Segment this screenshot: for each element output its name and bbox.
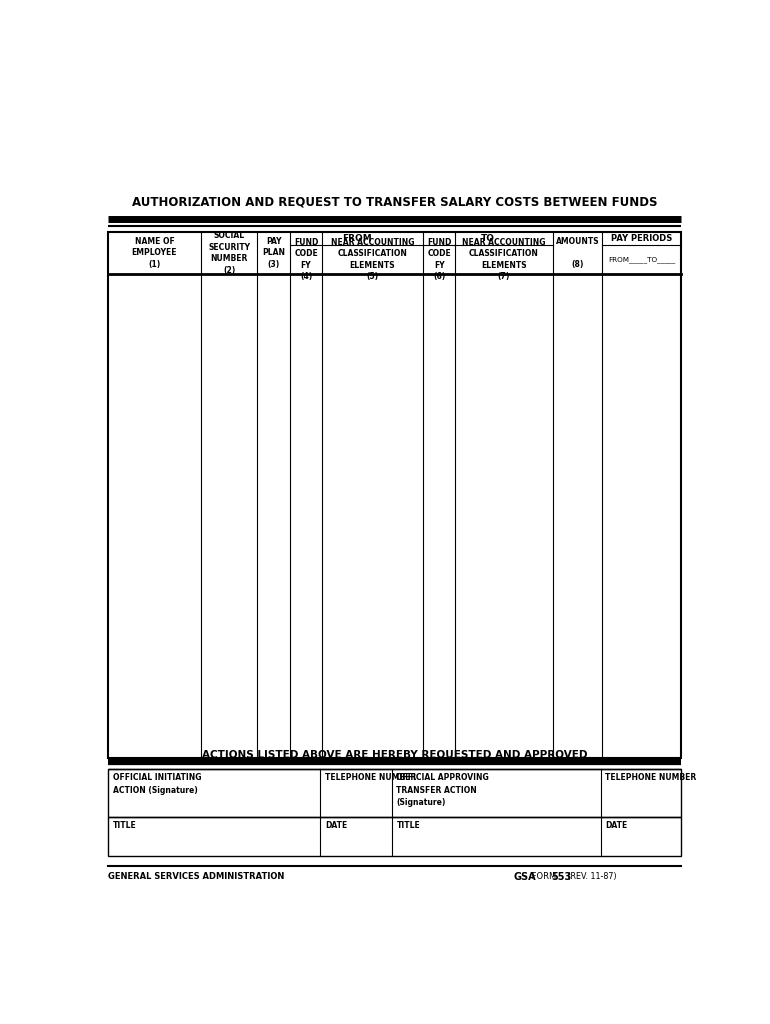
Text: FROM_____TO_____: FROM_____TO_____ bbox=[608, 256, 675, 263]
Text: 553: 553 bbox=[551, 871, 571, 882]
Text: FUND
CODE
FY
(6): FUND CODE FY (6) bbox=[427, 238, 451, 282]
Text: TO: TO bbox=[481, 233, 495, 243]
Bar bbox=[108, 769, 681, 817]
Text: TITLE: TITLE bbox=[113, 821, 137, 830]
Text: FUND
CODE
FY
(4): FUND CODE FY (4) bbox=[294, 238, 318, 282]
Text: AUTHORIZATION AND REQUEST TO TRANSFER SALARY COSTS BETWEEN FUNDS: AUTHORIZATION AND REQUEST TO TRANSFER SA… bbox=[132, 196, 658, 208]
Text: TITLE: TITLE bbox=[397, 821, 420, 830]
Text: DATE: DATE bbox=[325, 821, 347, 830]
Text: GSA: GSA bbox=[514, 871, 537, 882]
Text: FORM: FORM bbox=[530, 872, 559, 882]
Text: NEAR ACCOUNTING
CLASSIFICATION
ELEMENTS
(5): NEAR ACCOUNTING CLASSIFICATION ELEMENTS … bbox=[331, 238, 414, 282]
Text: FROM: FROM bbox=[342, 233, 372, 243]
Text: TELEPHONE NUMBER: TELEPHONE NUMBER bbox=[605, 773, 697, 782]
Text: ACTIONS LISTED ABOVE ARE HEREBY REQUESTED AND APPROVED: ACTIONS LISTED ABOVE ARE HEREBY REQUESTE… bbox=[202, 750, 588, 759]
Text: PAY PERIODS: PAY PERIODS bbox=[611, 233, 672, 243]
Text: NAME OF
EMPLOYEE
(1): NAME OF EMPLOYEE (1) bbox=[132, 237, 177, 269]
Text: TELEPHONE NUMBER: TELEPHONE NUMBER bbox=[325, 773, 416, 782]
Text: GENERAL SERVICES ADMINISTRATION: GENERAL SERVICES ADMINISTRATION bbox=[108, 872, 285, 882]
Bar bbox=[108, 231, 681, 758]
Text: OFFICIAL INITIATING
ACTION (Signature): OFFICIAL INITIATING ACTION (Signature) bbox=[113, 773, 202, 795]
Text: DATE: DATE bbox=[605, 821, 628, 830]
Text: (REV. 11-87): (REV. 11-87) bbox=[565, 872, 617, 882]
Text: NEAR ACCOUNTING
CLASSIFICATION
ELEMENTS
(7): NEAR ACCOUNTING CLASSIFICATION ELEMENTS … bbox=[462, 238, 546, 282]
Text: PAY
PLAN
(3): PAY PLAN (3) bbox=[263, 237, 285, 269]
Text: AMOUNTS

(8): AMOUNTS (8) bbox=[556, 237, 599, 269]
Bar bbox=[108, 817, 681, 856]
Text: SOCIAL
SECURITY
NUMBER
(2): SOCIAL SECURITY NUMBER (2) bbox=[208, 231, 250, 274]
Text: OFFICIAL APPROVING
TRANSFER ACTION
(Signature): OFFICIAL APPROVING TRANSFER ACTION (Sign… bbox=[397, 773, 489, 807]
